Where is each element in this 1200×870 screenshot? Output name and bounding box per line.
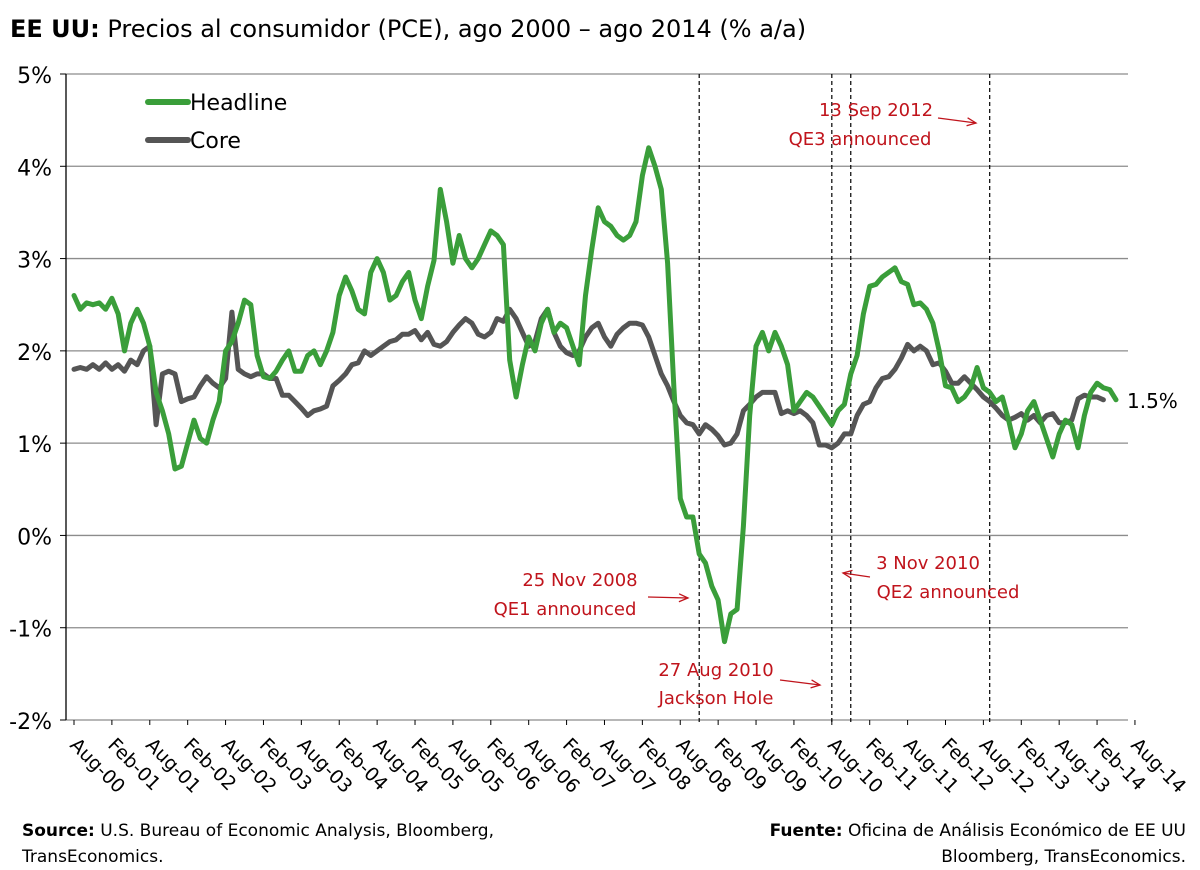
event-date-label: 25 Nov 2008 bbox=[522, 570, 637, 591]
event-arrowhead bbox=[966, 117, 978, 127]
fuente-line-1: Oficina de Análisis Económico de EE UU bbox=[847, 821, 1186, 841]
y-tick-label: 2% bbox=[17, 341, 52, 366]
source-line-2: TransEconomics. bbox=[22, 847, 164, 867]
event-arrowhead bbox=[678, 593, 690, 603]
event-arrowhead bbox=[810, 679, 822, 689]
event-name-label: QE3 announced bbox=[789, 129, 932, 150]
y-tick-label: 0% bbox=[17, 525, 52, 550]
fuente-line-2: Bloomberg, TransEconomics. bbox=[941, 847, 1186, 867]
title-country: EE UU: bbox=[10, 15, 100, 43]
source-note-en: Source: U.S. Bureau of Economic Analysis… bbox=[22, 818, 494, 870]
y-tick-label: 5% bbox=[17, 64, 52, 89]
legend-label-headline: Headline bbox=[190, 91, 287, 116]
event-arrow bbox=[937, 117, 977, 124]
chart-title: EE UU: Precios al consumidor (PCE), ago … bbox=[10, 14, 806, 44]
core-line bbox=[71, 306, 1106, 451]
y-tick-label: 3% bbox=[17, 249, 52, 274]
event-name-label: Jackson Hole bbox=[658, 688, 774, 709]
title-text: Precios al consumidor (PCE), ago 2000 – … bbox=[107, 15, 807, 43]
fuente-label: Fuente: bbox=[769, 821, 843, 841]
legend-label-core: Core bbox=[190, 129, 241, 154]
y-tick-label: -2% bbox=[9, 710, 52, 735]
event-date-label: 3 Nov 2010 bbox=[876, 553, 980, 574]
source-label: Source: bbox=[22, 821, 95, 841]
source-note-es: Fuente: Oficina de Análisis Económico de… bbox=[770, 818, 1186, 870]
event-name-label: QE2 announced bbox=[877, 582, 1020, 603]
y-tick-label: -1% bbox=[9, 618, 52, 643]
headline-line bbox=[71, 145, 1119, 645]
source-line-1: U.S. Bureau of Economic Analysis, Bloomb… bbox=[100, 821, 495, 841]
y-tick-label: 1% bbox=[17, 433, 52, 458]
event-date-label: 27 Aug 2010 bbox=[658, 660, 773, 681]
event-arrow bbox=[779, 679, 821, 686]
event-arrowhead bbox=[841, 569, 853, 579]
end-value-label: 1.5% bbox=[1127, 389, 1178, 413]
event-name-label: QE1 announced bbox=[494, 599, 637, 620]
event-date-label: 13 Sep 2012 bbox=[819, 100, 933, 121]
event-arrow bbox=[842, 572, 871, 578]
event-arrow bbox=[647, 596, 689, 599]
y-tick-label: 4% bbox=[17, 156, 52, 181]
